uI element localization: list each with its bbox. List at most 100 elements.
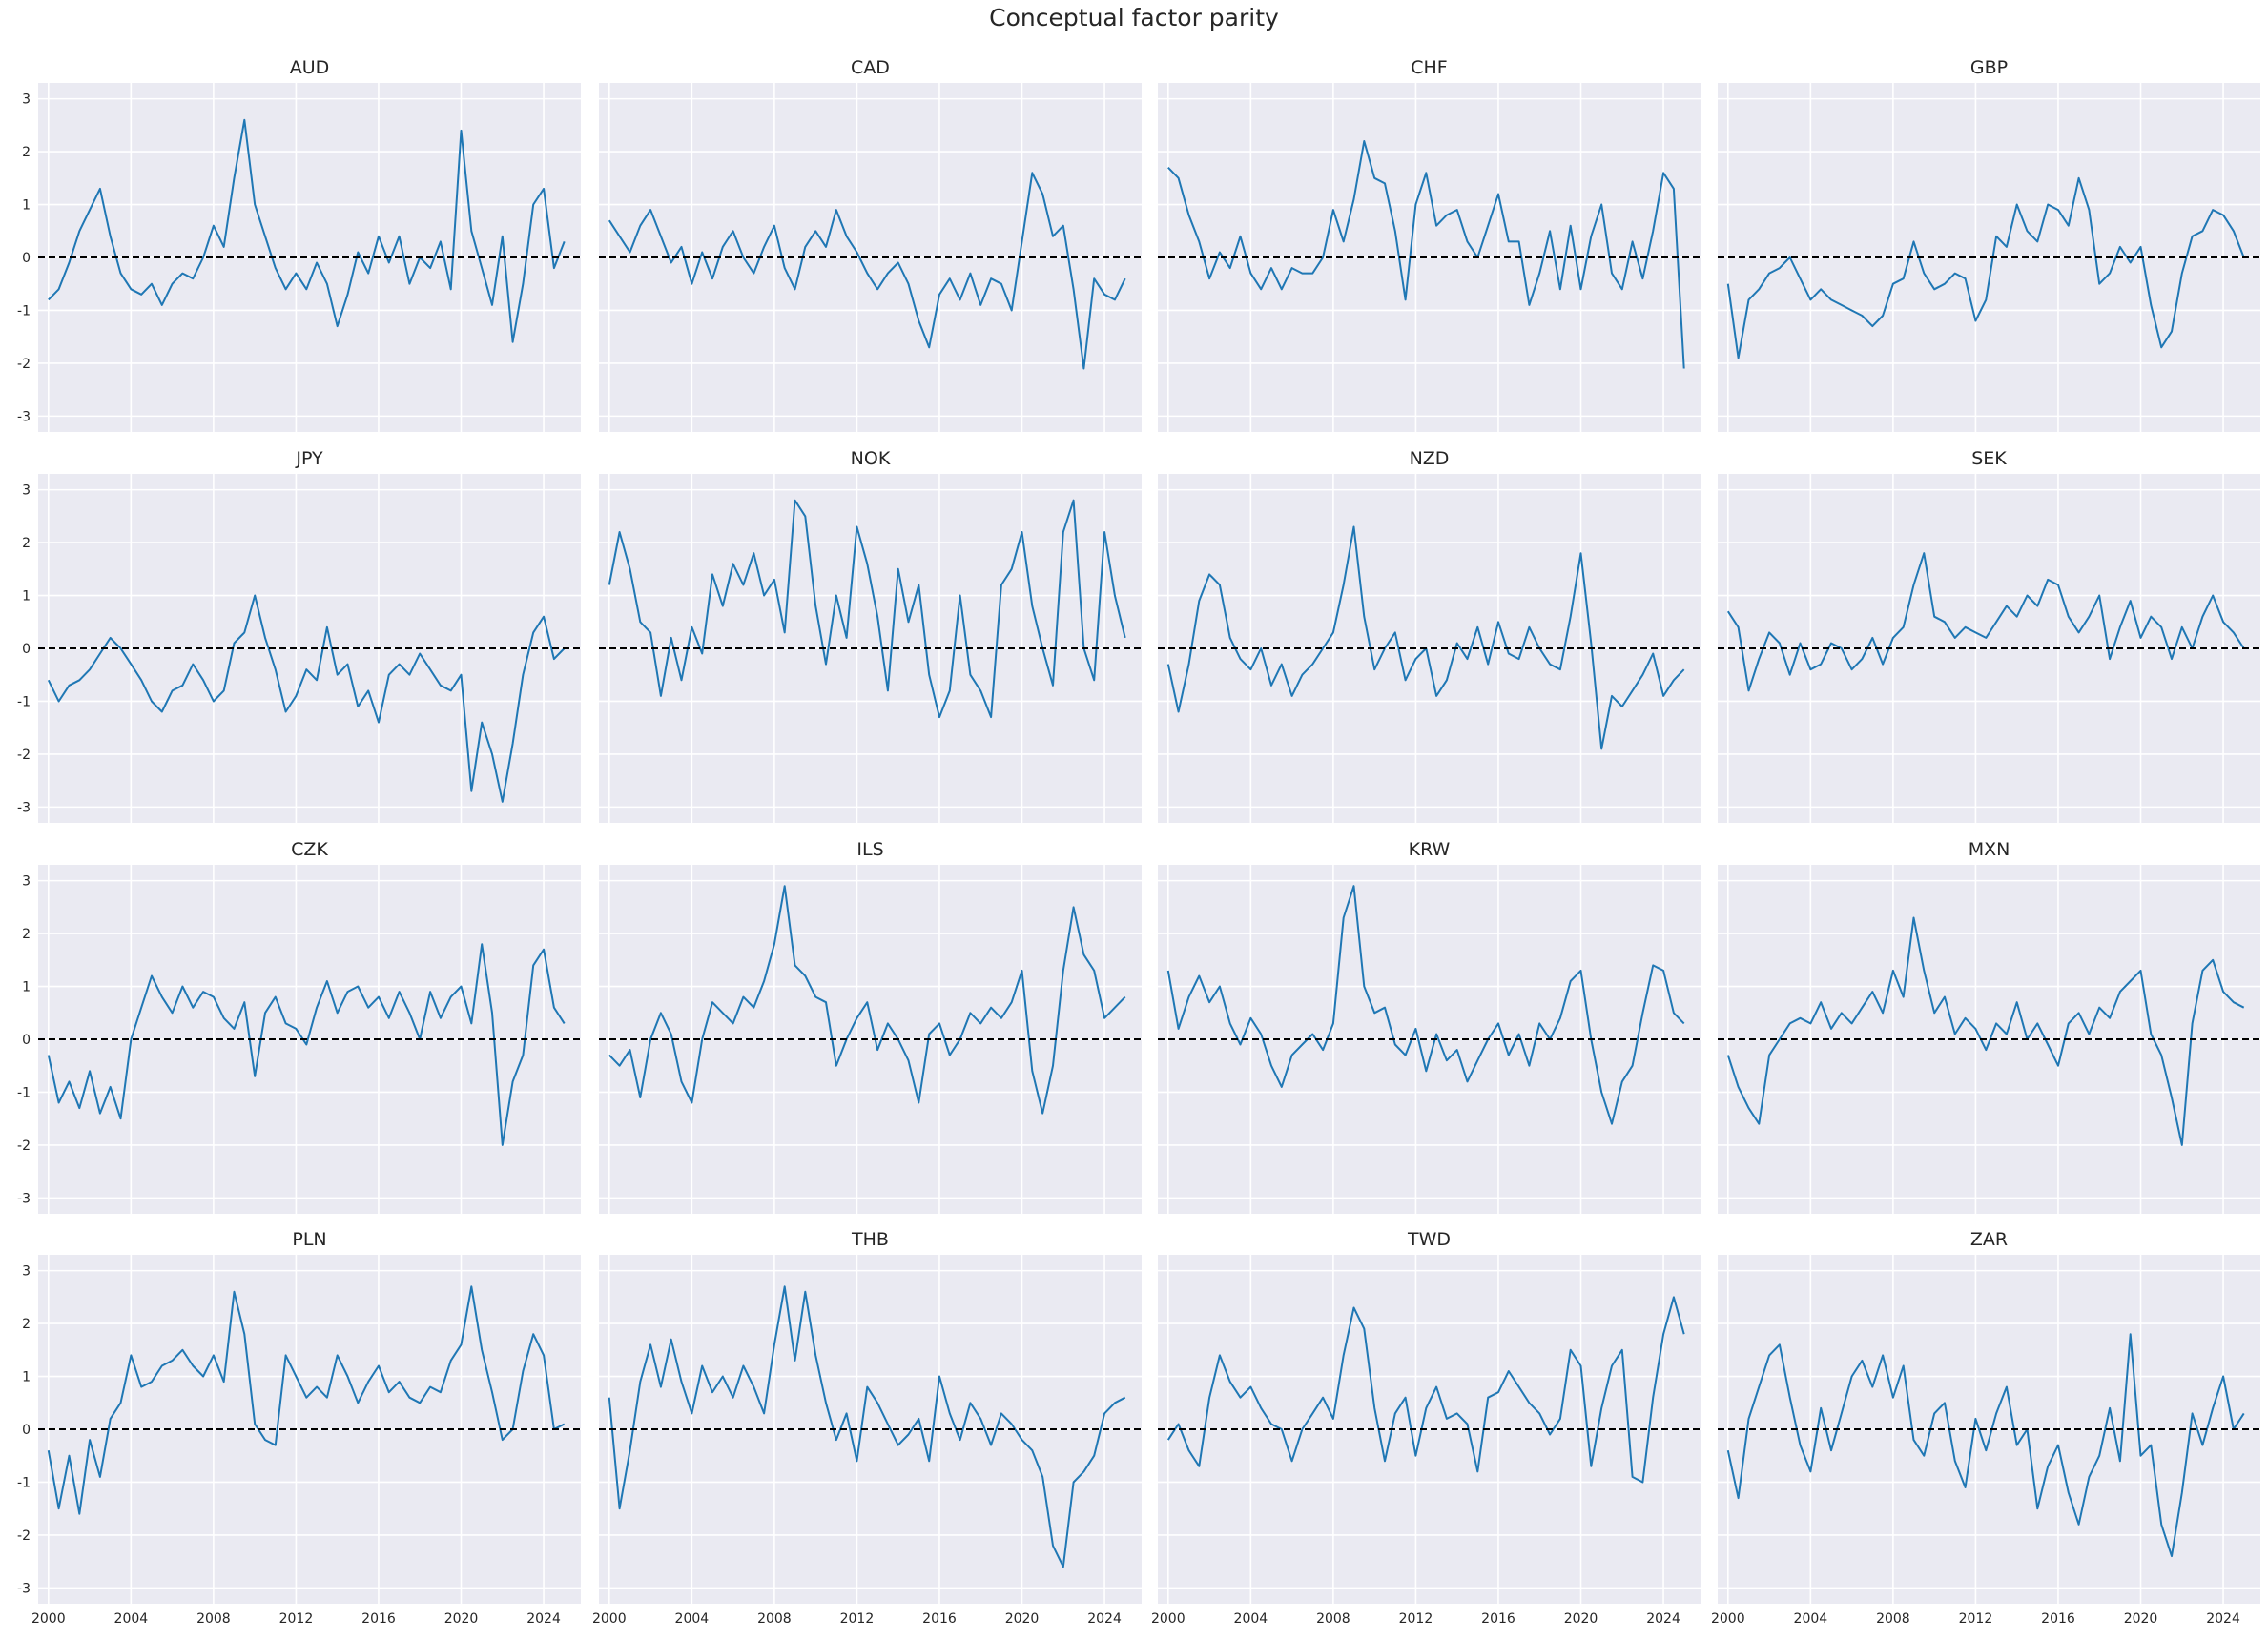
x-tick-label: 2008	[1876, 1611, 1910, 1627]
x-tick-label: 2000	[592, 1611, 627, 1627]
x-tick-label: 2000	[1711, 1611, 1745, 1627]
series-line-chf	[1167, 140, 1685, 369]
panel-chf: CHF	[1158, 57, 1701, 432]
y-tick-label: -1	[17, 1475, 31, 1490]
y-tick-label: -1	[17, 694, 31, 709]
y-tick-label: -2	[17, 748, 31, 763]
y-tick-label: 3	[22, 92, 31, 108]
panel-title-cad: CAD	[851, 57, 890, 78]
figure-title: Conceptual factor parity	[989, 4, 1279, 31]
x-tick-label: 2024	[2206, 1611, 2240, 1627]
x-tick-label: 2016	[1481, 1611, 1515, 1627]
series-line-pln	[47, 1285, 566, 1515]
panel-pln: PLN -3 -2 -1 0 1 2 3 2000 2004 2008 2012 2016 2020 202…	[17, 1229, 581, 1627]
panel-jpy: JPY -3 -2 -1 0 1 2 3	[17, 448, 581, 823]
y-tick-label: -3	[17, 1191, 31, 1206]
y-tick-label: 3	[22, 874, 31, 890]
series-line-twd	[1166, 1296, 1685, 1484]
x-tick-label: 2012	[1959, 1611, 1993, 1627]
x-tick-label: 2020	[1005, 1611, 1040, 1627]
panel-title-gbp: GBP	[1970, 57, 2008, 78]
y-tick-label: 0	[22, 1423, 31, 1438]
panel-title-ils: ILS	[856, 839, 883, 860]
panel-title-nzd: NZD	[1410, 448, 1450, 469]
y-tick-label: -3	[17, 409, 31, 424]
x-tick-label: 2016	[361, 1611, 396, 1627]
y-tick-label: 3	[22, 1264, 31, 1280]
series-line-aud	[48, 118, 566, 343]
y-tick-label: 2	[22, 927, 31, 942]
panel-title-zar: ZAR	[1970, 1229, 2008, 1250]
y-tick-label: 3	[22, 483, 31, 499]
x-tick-label: 2024	[1087, 1611, 1122, 1627]
panel-title-mxn: MXN	[1969, 839, 2010, 860]
x-tick-label: 2020	[444, 1611, 479, 1627]
panel-mxn: MXN	[1718, 839, 2260, 1214]
x-tick-label: 2024	[1646, 1611, 1680, 1627]
x-tick-label: 2012	[279, 1611, 314, 1627]
y-tick-label: 2	[22, 536, 31, 551]
series-line-ils	[608, 885, 1126, 1115]
y-tick-label: -1	[17, 303, 31, 318]
y-tick-label: 1	[22, 198, 31, 214]
x-tick-label: 2008	[1316, 1611, 1350, 1627]
x-tick-label: 2004	[1794, 1611, 1828, 1627]
x-tick-label: 2000	[31, 1611, 66, 1627]
x-tick-label: 2016	[922, 1611, 957, 1627]
panel-twd: TWD 2000 2004 2008 2012 2016 2020 2024	[1151, 1229, 1701, 1627]
x-tick-label: 2020	[2124, 1611, 2158, 1627]
y-tick-label: 0	[22, 251, 31, 266]
panel-aud: AUD -3 -2 -1 0 1 2 3	[17, 57, 581, 432]
y-tick-label: 1	[22, 1370, 31, 1385]
y-tick-label: -2	[17, 1528, 31, 1544]
series-line-jpy	[47, 594, 566, 803]
panel-title-krw: KRW	[1409, 839, 1451, 860]
series-line-zar	[1726, 1333, 2245, 1558]
series-line-mxn	[1726, 916, 2245, 1146]
panel-ils: ILS	[599, 839, 1142, 1214]
x-tick-label: 2008	[196, 1611, 231, 1627]
x-tick-label: 2004	[675, 1611, 710, 1627]
series-line-krw	[1166, 885, 1685, 1125]
panel-title-jpy: JPY	[295, 448, 323, 469]
panel-title-thb: THB	[851, 1229, 889, 1250]
panel-thb: THB 2000 2004 2008 2012 2016 2020 2024	[592, 1229, 1142, 1627]
y-tick-label: 1	[22, 589, 31, 605]
panel-gbp: GBP	[1718, 57, 2260, 432]
series-line-sek	[1726, 552, 2245, 692]
series-line-thb	[608, 1285, 1126, 1568]
panel-title-nok: NOK	[851, 448, 891, 469]
panel-sek: SEK	[1718, 448, 2260, 823]
panel-title-czk: CZK	[291, 839, 328, 860]
panel-title-twd: TWD	[1407, 1229, 1451, 1250]
x-tick-label: 2008	[757, 1611, 792, 1627]
y-tick-label: -3	[17, 1581, 31, 1596]
panel-nok: NOK	[599, 448, 1142, 823]
x-tick-label: 2020	[1564, 1611, 1598, 1627]
y-tick-label: -1	[17, 1085, 31, 1100]
y-tick-label: -2	[17, 357, 31, 372]
x-tick-label: 2012	[840, 1611, 875, 1627]
panel-cad: CAD	[599, 57, 1142, 432]
y-tick-label: 1	[22, 980, 31, 995]
y-tick-label: 0	[22, 642, 31, 657]
panel-title-sek: SEK	[1971, 448, 2007, 469]
y-tick-label: -3	[17, 800, 31, 815]
panel-title-chf: CHF	[1411, 57, 1447, 78]
x-tick-label: 2012	[1399, 1611, 1433, 1627]
series-line-nok	[608, 499, 1126, 719]
series-line-cad	[608, 172, 1126, 370]
panel-czk: CZK -3 -2 -1 0 1 2 3	[17, 839, 581, 1214]
panel-nzd: NZD	[1158, 448, 1701, 823]
y-tick-label: -2	[17, 1138, 31, 1154]
panel-zar: ZAR 2000 2004 2008 2012 2016 2020 2024	[1711, 1229, 2260, 1627]
series-line-gbp	[1726, 176, 2245, 359]
x-tick-label: 2004	[114, 1611, 149, 1627]
y-tick-label: 0	[22, 1033, 31, 1048]
y-tick-label: 2	[22, 145, 31, 160]
panel-title-aud: AUD	[290, 57, 330, 78]
y-tick-label: 2	[22, 1317, 31, 1332]
x-tick-label: 2000	[1151, 1611, 1186, 1627]
series-line-czk	[47, 943, 566, 1146]
